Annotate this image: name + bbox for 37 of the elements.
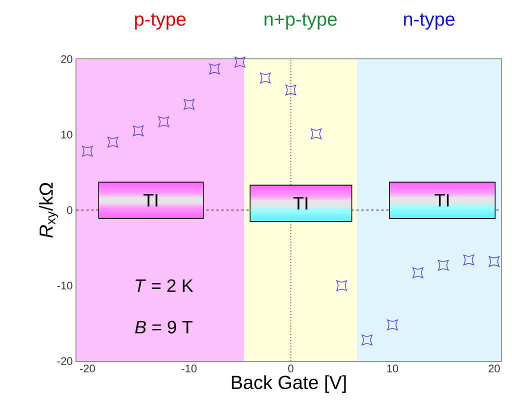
band-label: n-type bbox=[404, 13, 455, 30]
x-tick-label: 20 bbox=[488, 364, 500, 372]
y-tick-label: 0 bbox=[67, 206, 72, 214]
x-tick-label: 10 bbox=[387, 364, 398, 372]
y-tick-label: -20 bbox=[57, 357, 72, 365]
band-label: p-type bbox=[135, 13, 186, 30]
point bbox=[310, 128, 322, 140]
y-axis-title: R$_{xy}$/kΩ bbox=[39, 182, 58, 238]
point bbox=[412, 267, 424, 278]
point bbox=[438, 260, 449, 271]
x-axis-title: Back Gate [V] bbox=[232, 375, 346, 393]
y-tick-label: 10 bbox=[61, 130, 72, 138]
point bbox=[82, 146, 93, 157]
point bbox=[184, 99, 195, 110]
point bbox=[132, 125, 144, 136]
annotation: TI bbox=[293, 197, 308, 210]
point bbox=[488, 256, 500, 267]
annotation: TI bbox=[434, 194, 449, 206]
point bbox=[158, 116, 170, 128]
point bbox=[336, 280, 348, 292]
x-tick-label: -10 bbox=[182, 364, 197, 372]
point bbox=[209, 64, 220, 74]
point bbox=[260, 72, 271, 84]
annotation: TI bbox=[143, 194, 158, 206]
y-tick-label: -10 bbox=[57, 282, 72, 290]
point bbox=[362, 334, 372, 346]
band-label: n+p-type bbox=[264, 13, 337, 30]
point bbox=[285, 84, 296, 96]
annotation: B = 9 T bbox=[135, 320, 192, 334]
x-tick-label: 0 bbox=[288, 364, 294, 372]
x-tick-label: -20 bbox=[80, 364, 95, 372]
point bbox=[463, 254, 474, 266]
point bbox=[387, 319, 398, 330]
point bbox=[234, 56, 246, 68]
point bbox=[107, 136, 118, 148]
annotation: T = 2 K bbox=[136, 279, 194, 292]
y-tick-label: 20 bbox=[61, 55, 72, 63]
